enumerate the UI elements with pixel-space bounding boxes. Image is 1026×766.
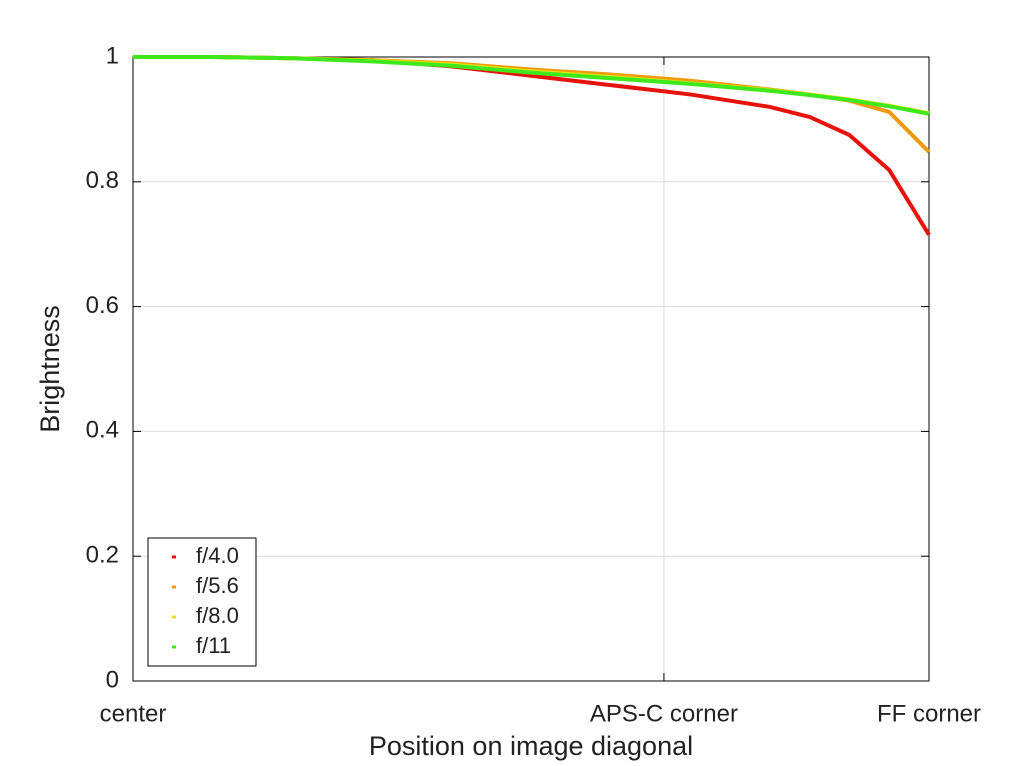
y-tick-label: 0.2 bbox=[86, 542, 119, 569]
legend-marker bbox=[172, 555, 176, 559]
legend-marker bbox=[172, 585, 176, 589]
legend-box bbox=[147, 537, 257, 667]
y-tick-label: 0 bbox=[106, 666, 119, 693]
legend-label: f/8.0 bbox=[196, 603, 239, 628]
legend-marker bbox=[172, 645, 176, 649]
x-tick-label: APS-C corner bbox=[590, 700, 738, 727]
series-line bbox=[133, 55, 930, 116]
legend-label: f/11 bbox=[196, 633, 231, 658]
y-tick-label: 0.6 bbox=[86, 292, 119, 319]
y-axis-label: Brightness bbox=[35, 305, 65, 433]
x-axis-label: Position on image diagonal bbox=[369, 731, 693, 761]
series-line bbox=[133, 55, 930, 116]
y-tick-label: 1 bbox=[106, 42, 119, 69]
plot-frame bbox=[132, 56, 930, 682]
y-tick-label: 0.8 bbox=[86, 167, 119, 194]
y-tick-label: 0.4 bbox=[86, 417, 119, 444]
legend-marker bbox=[172, 615, 176, 619]
series-line bbox=[133, 55, 931, 236]
x-tick-label: FF corner bbox=[877, 700, 981, 727]
x-tick-label: center bbox=[100, 700, 167, 727]
legend-label: f/4.0 bbox=[196, 543, 239, 568]
legend-label: f/5.6 bbox=[196, 573, 239, 598]
